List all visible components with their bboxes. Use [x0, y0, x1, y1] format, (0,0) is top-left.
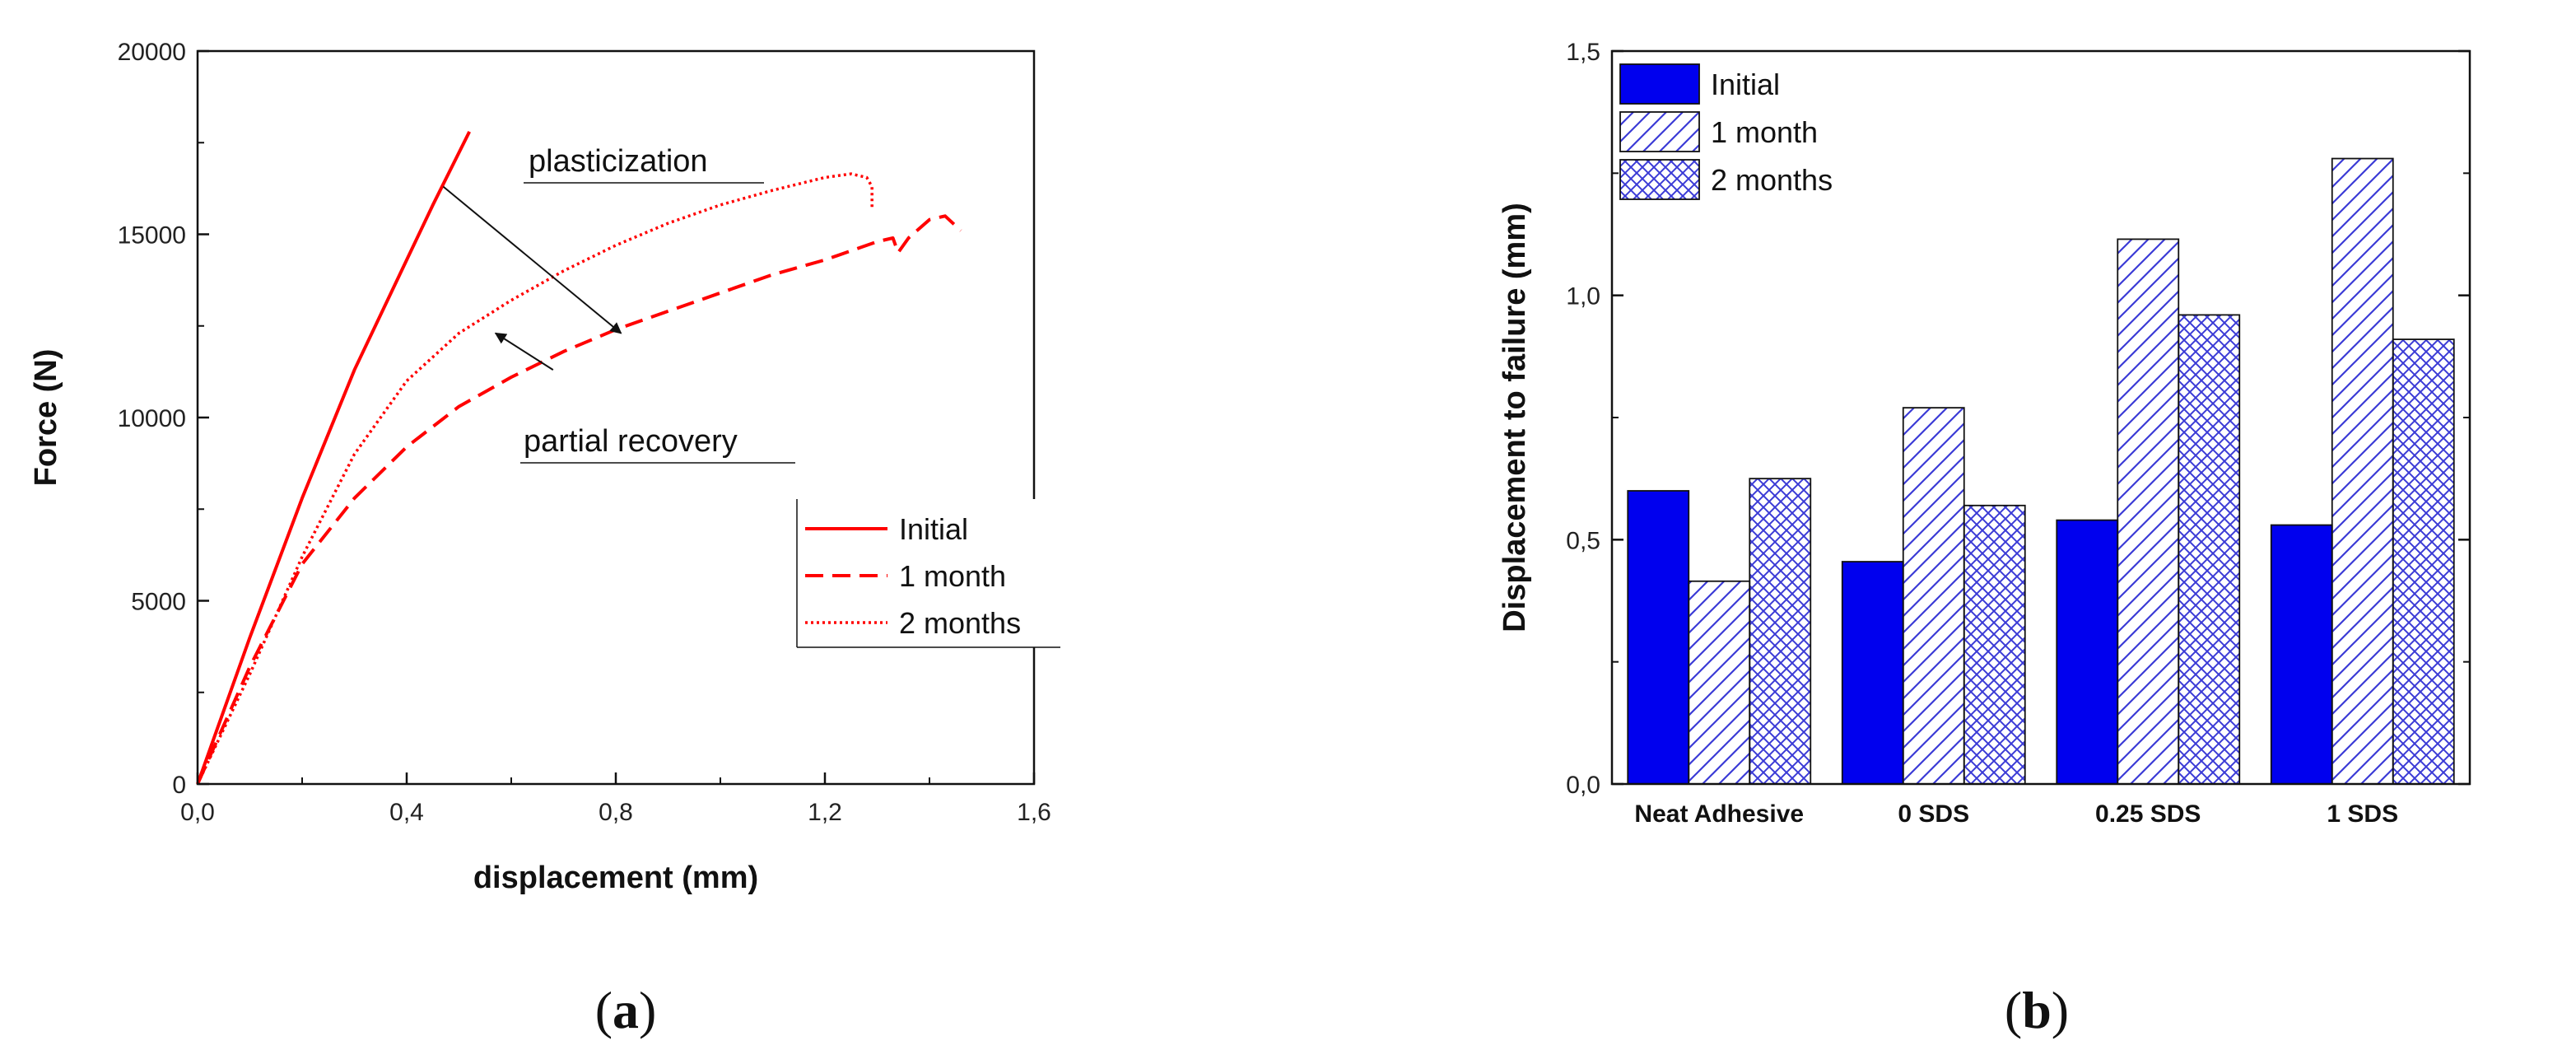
bar-neat-adhesive-1-month [1688, 580, 1751, 785]
chart-a-legend: Initial 1 month 2 months [796, 499, 1060, 648]
chart-a-plot-frame [196, 49, 1036, 786]
plasticization-label: plasticization [529, 144, 708, 179]
bar-0-25-sds-initial [2056, 519, 2119, 785]
chart-a-x-tick-label: 0,0 [180, 799, 215, 826]
bar-1-sds-initial [2270, 524, 2333, 785]
chart-a-y-tick-label: 5000 [131, 589, 186, 616]
legend-swatch-initial [1619, 63, 1700, 105]
chart-b-bars: Neat Adhesive 0 SDS 0.25 SDS 1 SDS [1627, 157, 2455, 828]
legend-label-1-month: 1 month [1711, 115, 1818, 149]
panel-letter-b: b [2022, 981, 2052, 1039]
chart-a-y-axis-label: Force (N) [29, 349, 63, 487]
panel-letter-a: a [613, 981, 639, 1039]
panel-paren-open: ( [595, 981, 613, 1039]
bar-neat-adhesive-2-months [1749, 478, 1812, 785]
chart-a-x-tick-label: 1,2 [808, 799, 842, 826]
chart-b-legend: Initial 1 month 2 months [1619, 63, 1833, 200]
force-displacement-chart: 0,0 0,4 0,8 1,2 1,6 0 5000 10000 15000 20000 plas… [29, 39, 1060, 1039]
chart-a-annotations: plasticization partial recovery [442, 144, 795, 464]
bar-0-sds-1-month [1902, 407, 1965, 785]
chart-a-series [196, 131, 962, 785]
chart-a-x-tick-label: 1,6 [1017, 799, 1051, 826]
chart-b-y-tick-label: 1,0 [1566, 283, 1600, 310]
chart-b-y-tick-label: 1,5 [1566, 39, 1600, 66]
chart-a-x-axis-label: displacement (mm) [473, 861, 758, 895]
bar-0-25-sds-2-months [2178, 314, 2241, 785]
panel-paren-open: ( [2005, 981, 2022, 1039]
bar-1-sds-2-months [2392, 338, 2455, 785]
bar-0-25-sds-1-month [2117, 238, 2180, 785]
chart-a-y-tick-label: 15000 [118, 222, 186, 250]
series-line-2-months [196, 172, 873, 785]
category-label-0-25-sds: 0.25 SDS [2095, 800, 2201, 828]
chart-a-x-tick-label: 0,8 [599, 799, 633, 826]
chart-a-y-tick-label: 20000 [118, 39, 186, 66]
series-line-initial [196, 131, 471, 785]
chart-b-y-axis-label: Displacement to failure (mm) [1498, 203, 1532, 632]
chart-a-ticks: 0,0 0,4 0,8 1,2 1,6 0 5000 10000 15000 20000 [118, 39, 1051, 826]
partial-recovery-label: partial recovery [524, 424, 738, 459]
legend-swatch-1-month [1619, 111, 1700, 152]
panel-paren-close: ) [2052, 981, 2069, 1039]
chart-b-plot-frame [1610, 49, 2471, 786]
panel-label-a: (a) [595, 981, 657, 1039]
chart-a-x-tick-label: 0,4 [389, 799, 424, 826]
bar-1-sds-1-month [2331, 157, 2394, 785]
chart-b-y-tick-label: 0,5 [1566, 527, 1600, 554]
legend-label-2-months: 2 months [899, 606, 1021, 640]
chart-a-y-tick-label: 0 [172, 772, 186, 799]
panel-label-b: (b) [2005, 981, 2069, 1039]
series-line-1-month [196, 214, 962, 785]
category-label-neat-adhesive: Neat Adhesive [1634, 800, 1804, 828]
legend-swatch-2-months [1619, 159, 1700, 200]
displacement-to-failure-chart: Neat Adhesive 0 SDS 0.25 SDS 1 SDS 0,0 0,5 1,… [1498, 39, 2471, 1039]
bar-neat-adhesive-initial [1627, 490, 1690, 785]
legend-label-1-month: 1 month [899, 559, 1006, 593]
chart-a-y-tick-label: 10000 [118, 405, 186, 432]
panel-paren-close: ) [639, 981, 656, 1039]
plasticization-arrow [442, 185, 622, 334]
legend-label-initial: Initial [899, 512, 968, 546]
partial-recovery-arrow [494, 332, 554, 371]
legend-label-initial: Initial [1711, 68, 1780, 101]
category-label-1-sds: 1 SDS [2327, 800, 2398, 828]
category-label-0-sds: 0 SDS [1898, 800, 1969, 828]
bar-0-sds-2-months [1963, 504, 2026, 785]
chart-b-y-tick-label: 0,0 [1566, 772, 1600, 799]
legend-label-2-months: 2 months [1711, 163, 1833, 197]
bar-0-sds-initial [1841, 561, 1904, 785]
